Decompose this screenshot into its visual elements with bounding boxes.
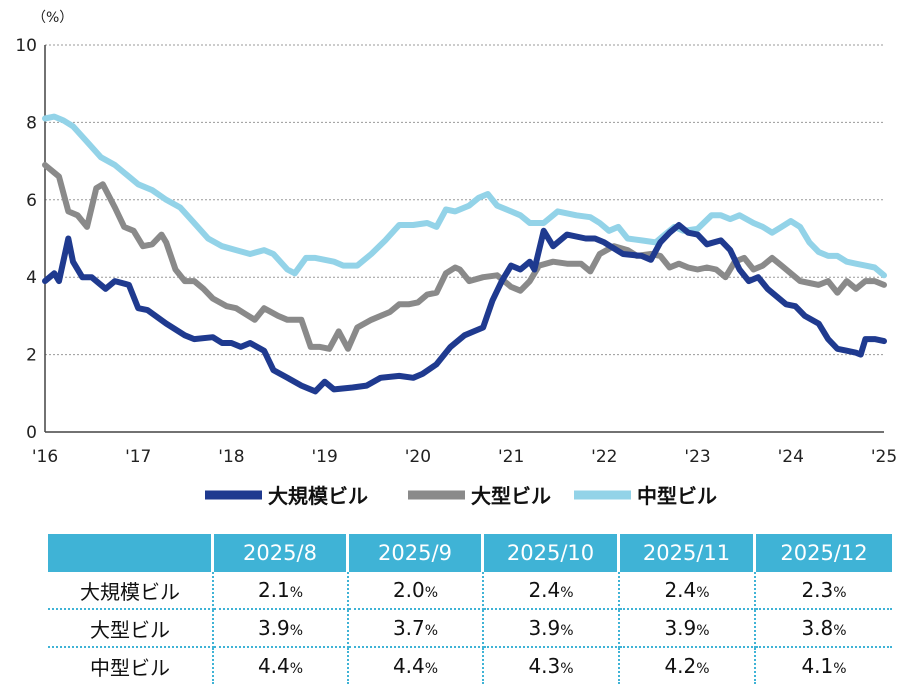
series-line-large-scale (42, 222, 887, 395)
table-cell: 3.9% (620, 610, 756, 648)
cell-value: 4.4 (257, 654, 290, 678)
x-tick-label: '17 (125, 447, 151, 467)
cell-unit: % (424, 623, 439, 639)
cell-value: 4.2 (664, 654, 697, 678)
cell-unit: % (424, 661, 439, 677)
table-cell: 3.9% (484, 610, 620, 648)
cell-unit: % (560, 661, 574, 677)
table-row: 大型ビル 3.9% 3.7% 3.9% 3.9% 3.8% (48, 610, 892, 648)
table-header-month: 2025/12 (756, 534, 892, 572)
x-tick-label: '24 (778, 447, 804, 467)
x-tick-label: '18 (218, 447, 244, 467)
cell-value: 3.8 (801, 616, 834, 640)
table-row: 大規模ビル 2.1% 2.0% 2.4% 2.4% 2.3% (48, 572, 892, 610)
y-tick-label: 0 (26, 423, 37, 443)
cell-value: 2.4 (528, 578, 561, 602)
cell-unit: % (289, 623, 304, 639)
recent-vacancy-rate-table: 2025/8 2025/9 2025/10 2025/11 2025/12 大規… (48, 534, 892, 684)
table-header-month: 2025/11 (620, 534, 756, 572)
cell-value: 2.0 (392, 578, 425, 602)
cell-unit: % (833, 661, 847, 677)
y-tick-labels: 0 2 4 6 8 10 (15, 36, 37, 443)
legend-label-large-scale: 大規模ビル (268, 484, 368, 508)
table-cell: 2.4% (484, 572, 620, 610)
cell-value: 3.7 (392, 616, 425, 640)
cell-unit: % (833, 623, 847, 639)
cell-unit: % (289, 585, 304, 601)
table-row-label: 大型ビル (48, 610, 214, 648)
table-cell: 4.3% (484, 648, 620, 684)
cell-value: 3.9 (528, 616, 561, 640)
y-tick-label: 4 (26, 268, 37, 288)
cell-value: 2.1 (257, 578, 290, 602)
table-header-row: 2025/8 2025/9 2025/10 2025/11 2025/12 (48, 534, 892, 572)
table-cell: 2.3% (756, 572, 892, 610)
cell-value: 2.3 (801, 578, 834, 602)
y-axis-unit-label: （%） (32, 10, 73, 26)
cell-unit: % (560, 585, 574, 601)
table-cell: 4.1% (756, 648, 892, 684)
cell-value: 4.4 (392, 654, 425, 678)
table-cell: 2.0% (349, 572, 484, 610)
x-tick-label: '25 (871, 447, 897, 467)
y-tick-label: 6 (26, 191, 37, 211)
table-header-month: 2025/9 (349, 534, 484, 572)
legend: 大規模ビル 大型ビル 中型ビル (205, 484, 717, 508)
x-tick-labels: '16 '17 '18 '19 '20 '21 '22 '23 '24 '25 (32, 447, 897, 467)
table-header-corner (48, 534, 214, 572)
cell-unit: % (833, 585, 847, 601)
table-cell: 4.4% (349, 648, 484, 684)
x-tick-label: '19 (312, 447, 338, 467)
cell-value: 2.4 (664, 578, 697, 602)
table-cell: 2.4% (620, 572, 756, 610)
table-cell: 3.9% (214, 610, 349, 648)
cell-value: 4.3 (528, 654, 561, 678)
table-row-label: 中型ビル (48, 648, 214, 684)
y-tick-label: 8 (26, 113, 37, 133)
series-lines (42, 113, 887, 395)
cell-unit: % (696, 585, 710, 601)
y-tick-label: 10 (15, 36, 37, 56)
cell-unit: % (424, 585, 439, 601)
table-header-month: 2025/8 (214, 534, 349, 572)
series-line-medium (42, 113, 887, 279)
table-cell: 3.7% (349, 610, 484, 648)
x-tick-label: '16 (32, 447, 58, 467)
table-cell: 4.2% (620, 648, 756, 684)
x-tick-label: '23 (684, 447, 710, 467)
cell-unit: % (289, 661, 304, 677)
table-cell: 3.8% (756, 610, 892, 648)
x-tick-label: '20 (405, 447, 431, 467)
series-line-large (42, 162, 887, 352)
cell-value: 3.9 (664, 616, 697, 640)
table-row: 中型ビル 4.4% 4.4% 4.3% 4.2% 4.1% (48, 648, 892, 684)
table-row-label: 大規模ビル (48, 572, 214, 610)
x-tick-label: '22 (591, 447, 617, 467)
table-header-month: 2025/10 (484, 534, 620, 572)
table-cell: 4.4% (214, 648, 349, 684)
cell-unit: % (696, 623, 710, 639)
legend-label-medium: 中型ビル (637, 484, 717, 508)
cell-unit: % (696, 661, 710, 677)
x-tick-label: '21 (498, 447, 524, 467)
cell-unit: % (560, 623, 574, 639)
cell-value: 4.1 (801, 654, 834, 678)
cell-value: 3.9 (257, 616, 290, 640)
table-cell: 2.1% (214, 572, 349, 610)
legend-label-large: 大型ビル (471, 484, 551, 508)
y-tick-label: 2 (26, 346, 37, 366)
